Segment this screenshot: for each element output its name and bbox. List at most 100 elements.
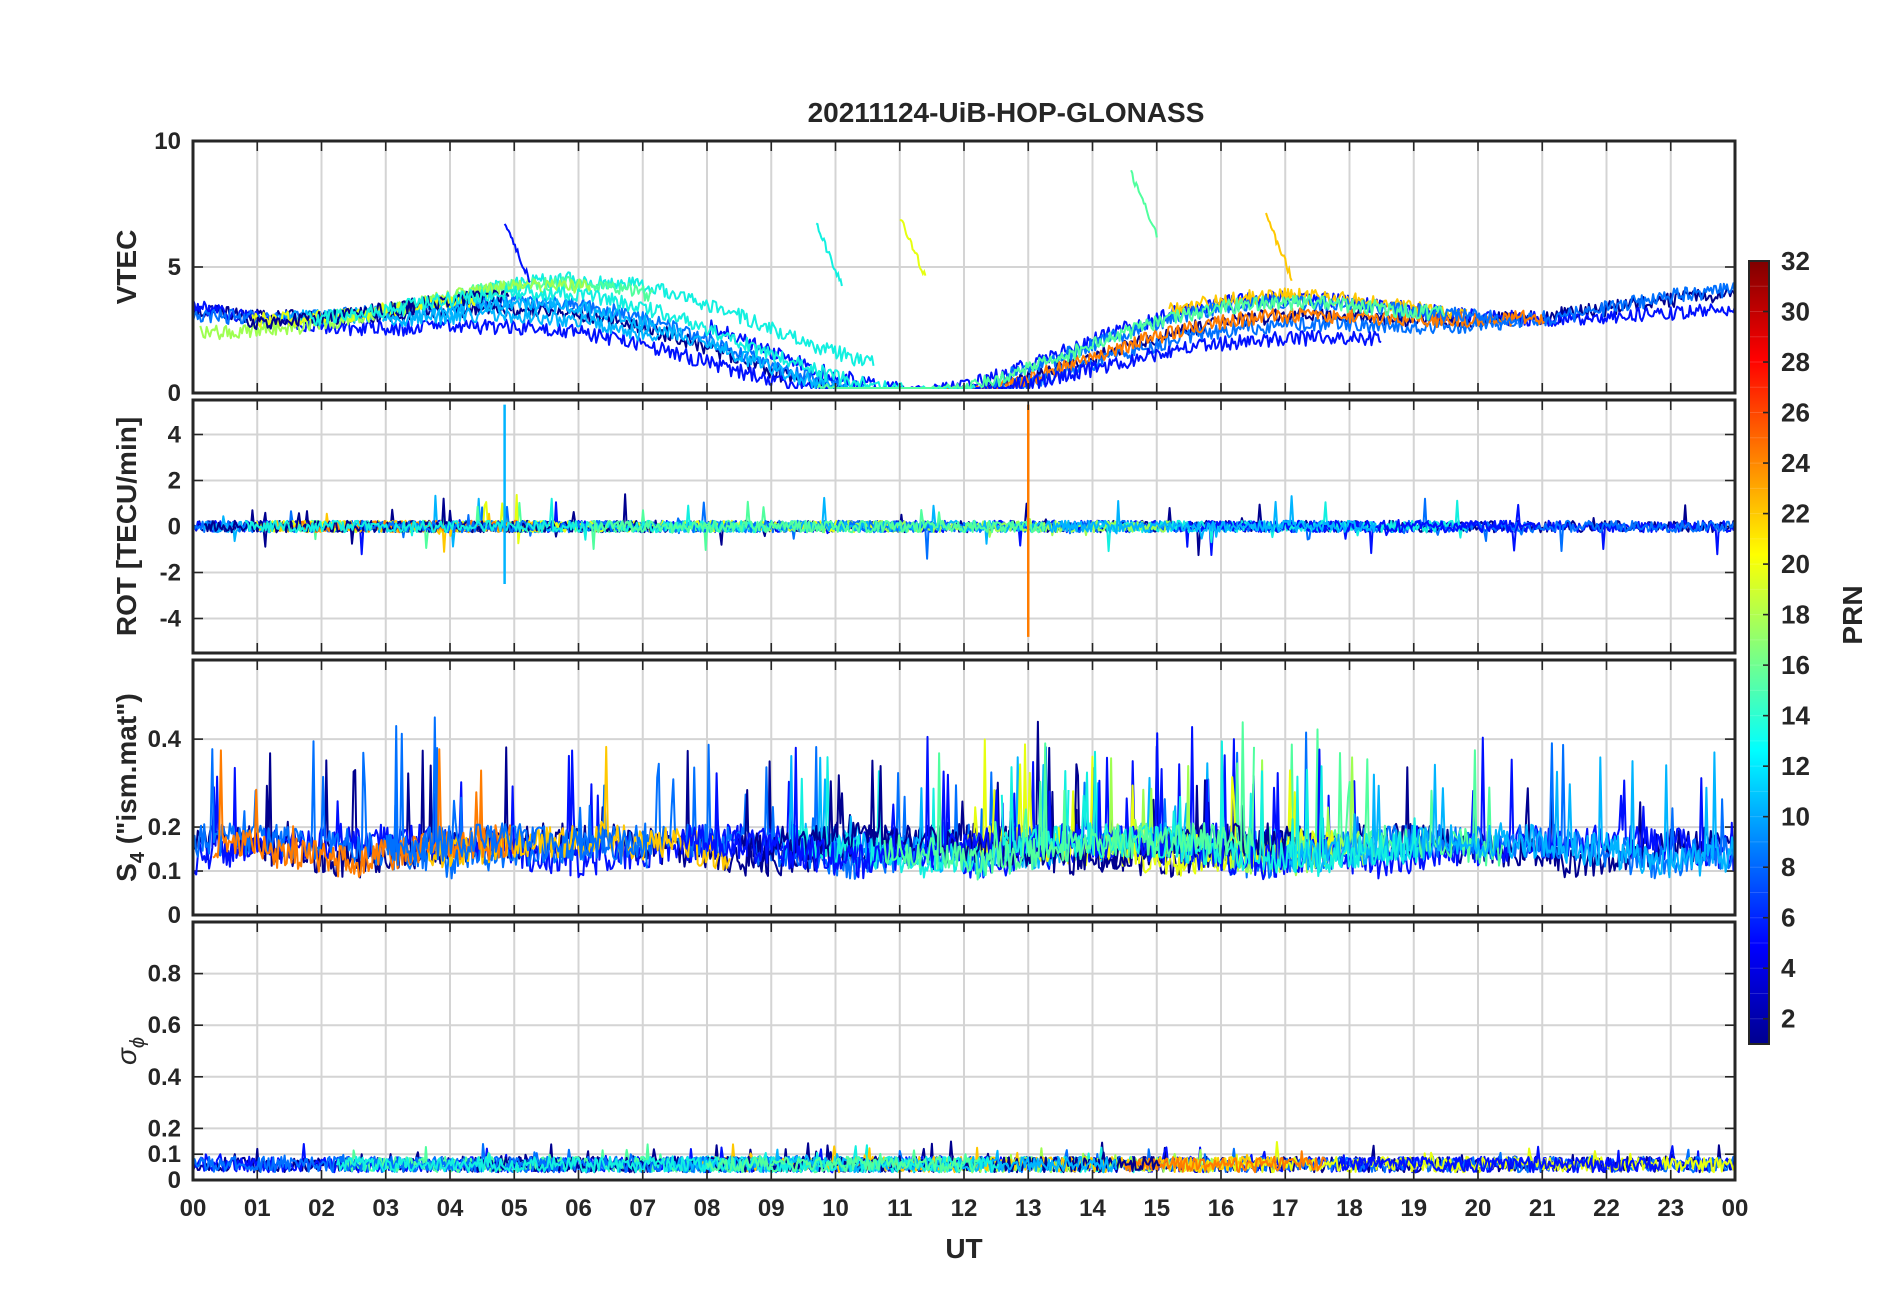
y-tick-label: 0.6 [148, 1012, 181, 1039]
peak-line [815, 222, 843, 287]
series-line [924, 307, 1546, 389]
colorbar-tick-label: 2 [1781, 1004, 1795, 1034]
y-tick-label: 0.1 [148, 858, 181, 885]
colorbar-tick-label: 32 [1781, 246, 1810, 276]
colorbar-tick-label: 8 [1781, 852, 1795, 882]
series-line [381, 307, 660, 342]
y-tick-label: 2 [168, 468, 181, 495]
y-axis-label: ROT [TECU/min] [111, 417, 142, 636]
panel-s4: 00.10.20.4S4 ("ism.mat") [111, 658, 1737, 929]
series-line [816, 294, 1445, 389]
y-axis-label: VTEC [111, 230, 142, 305]
colorbar-tick-label: 10 [1781, 802, 1810, 832]
y-axis-label-sub: 4 [127, 851, 149, 863]
colorbar-tick-label: 26 [1781, 398, 1810, 428]
y-tick-label: 0 [168, 1167, 181, 1194]
x-axis-label: UT [945, 1233, 982, 1264]
y-axis-label-suffix: ("ism.mat") [111, 693, 142, 852]
x-tick-label: 10 [822, 1195, 849, 1222]
panel-vtec: 0 5 10 VTEC [111, 128, 1737, 407]
peak-line [503, 223, 531, 283]
series-line [212, 748, 515, 878]
colorbar-tick-label: 16 [1781, 650, 1810, 680]
x-tick-label: 04 [437, 1195, 464, 1222]
series-line [307, 284, 976, 389]
y-axis-label: σϕ [111, 1037, 149, 1065]
panel-frame [191, 139, 1737, 395]
peak-line [1265, 212, 1293, 282]
x-tick-label: 05 [501, 1195, 528, 1222]
x-tick-label: 07 [629, 1195, 656, 1222]
x-tick-label: 00 [1722, 1195, 1749, 1222]
y-tick-label: -2 [160, 560, 181, 587]
y-tick-label: 4 [168, 422, 182, 449]
colorbar-tick-label: 4 [1781, 953, 1796, 983]
chart-title: 20211124-UiB-HOP-GLONASS [808, 97, 1205, 128]
colorbar-tick-label: 22 [1781, 499, 1810, 529]
y-axis-label-sub: ϕ [127, 1037, 149, 1048]
colorbar-label: PRN [1837, 585, 1868, 644]
x-tick-label: 09 [758, 1195, 785, 1222]
series-line [244, 497, 782, 541]
y-tick-label: 0.2 [148, 814, 181, 841]
x-tick-label: 19 [1400, 1195, 1427, 1222]
colorbar-tick-label: 30 [1781, 297, 1810, 327]
y-tick-label: 0.4 [148, 726, 182, 753]
x-tick-label: 06 [565, 1195, 592, 1222]
series-group [192, 716, 1736, 881]
y-tick-label: 0 [168, 902, 181, 929]
panel-sigma_phi: 00.10.2 0.4 0.6 0.8 σϕ [111, 920, 1737, 1194]
x-tick-label: 08 [694, 1195, 721, 1222]
x-tick-label: 21 [1529, 1195, 1556, 1222]
x-tick-label: 02 [308, 1195, 335, 1222]
series-line [587, 500, 1046, 550]
colorbar-tick-label: 28 [1781, 347, 1810, 377]
series-group [192, 404, 1736, 637]
y-tick-label: 0 [168, 514, 181, 541]
x-tick-label: 23 [1657, 1195, 1684, 1222]
y-tick-label: 0 [168, 380, 181, 407]
y-axis-label-main: S [111, 863, 142, 882]
y-tick-label: 5 [168, 254, 181, 281]
y-axis-label: S4 ("ism.mat") [111, 693, 149, 882]
x-tick-label: 18 [1336, 1195, 1363, 1222]
x-tick-label: 13 [1015, 1195, 1042, 1222]
series-line [705, 1149, 981, 1174]
x-tick-label: 17 [1272, 1195, 1299, 1222]
y-tick-label: 0.2 [148, 1115, 181, 1142]
x-axis: 00 01 02 03 04 05 06 07 08 09 10 11 12 13 14 15 16 17 18 19… [180, 1195, 1749, 1264]
colorbar-tick-label: 18 [1781, 600, 1810, 630]
x-tick-label: 16 [1208, 1195, 1235, 1222]
colorbar-frame [1748, 260, 1770, 1045]
colorbar-tick-label: 14 [1781, 701, 1810, 731]
panel-frame [191, 920, 1737, 1182]
panel-frame [191, 658, 1737, 917]
peak-line [899, 219, 927, 277]
panel-frame [191, 398, 1737, 655]
colorbar-tick-label: 20 [1781, 549, 1810, 579]
series-line [1287, 751, 1735, 879]
series-line [1168, 287, 1468, 320]
x-tick-label: 15 [1143, 1195, 1170, 1222]
colorbar-tick-label: 6 [1781, 903, 1795, 933]
y-axis-label-main: σ [111, 1047, 142, 1065]
x-tick-label: 11 [887, 1195, 912, 1222]
x-tick-label: 03 [372, 1195, 399, 1222]
series-line [385, 716, 648, 869]
series-line [1339, 1145, 1664, 1174]
panel-rot: -4 -2 0 2 4 ROT [TECU/min] [111, 398, 1737, 655]
colorbar-gradient [1749, 261, 1769, 1044]
series-line [883, 721, 1255, 881]
colorbar-tick-label: 12 [1781, 751, 1810, 781]
x-tick-label: 22 [1593, 1195, 1620, 1222]
x-tick-label: 14 [1079, 1195, 1106, 1222]
x-tick-label: 20 [1465, 1195, 1492, 1222]
x-tick-label: 12 [951, 1195, 978, 1222]
x-tick-label: 00 [180, 1195, 207, 1222]
series-line [335, 1145, 1000, 1174]
peak-line [1130, 169, 1158, 238]
x-tick-label: 01 [244, 1195, 271, 1222]
series-line [993, 294, 1518, 389]
